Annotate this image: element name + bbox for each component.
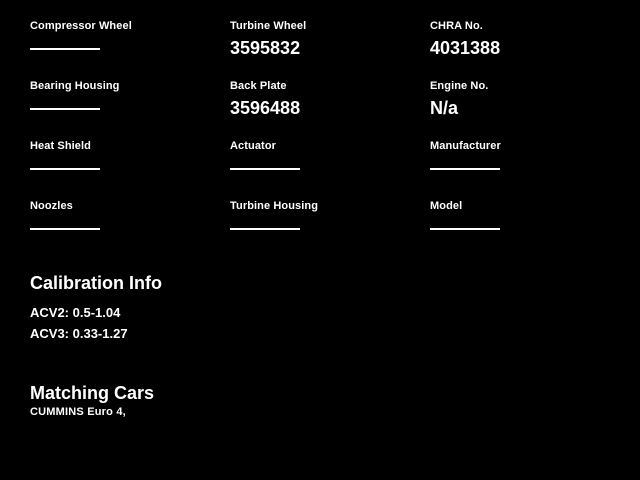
field-label: Model (430, 200, 463, 212)
field-model: Model (430, 201, 630, 261)
field-label: Turbine Housing (230, 200, 319, 212)
empty-value-line (230, 168, 300, 170)
field-turbine-wheel: Turbine Wheel 3595832 (230, 21, 430, 81)
matching-cars-title: Matching Cars (30, 383, 155, 403)
field-value: N/a (430, 98, 459, 118)
field-back-plate: Back Plate 3596488 (230, 81, 430, 141)
field-label: Back Plate (230, 80, 287, 92)
field-label: Manufacturer (430, 140, 501, 152)
calibration-info-section: Calibration Info ACV2: 0.5-1.04 ACV3: 0.… (30, 274, 162, 344)
empty-value-line (430, 168, 500, 170)
field-engine-no: Engine No. N/a (430, 81, 630, 141)
field-manufacturer: Manufacturer (430, 141, 630, 201)
matching-cars-section: Matching Cars CUMMINS Euro 4, (30, 384, 154, 419)
field-actuator: Actuator (230, 141, 430, 201)
empty-value-line (30, 48, 100, 50)
empty-value-line (430, 228, 500, 230)
calibration-entry-acv2: ACV2: 0.5-1.04 (30, 305, 121, 320)
field-label: Engine No. (430, 80, 489, 92)
field-label: Bearing Housing (30, 80, 120, 92)
empty-value-line (30, 228, 100, 230)
field-turbine-housing: Turbine Housing (230, 201, 430, 261)
calibration-entry-acv3: ACV3: 0.33-1.27 (30, 326, 128, 341)
calibration-entries: ACV2: 0.5-1.04 ACV3: 0.33-1.27 (30, 302, 162, 344)
field-label: Noozles (30, 200, 73, 212)
field-label: Turbine Wheel (230, 20, 307, 32)
field-value: 3595832 (230, 38, 301, 58)
field-bearing-housing: Bearing Housing (30, 81, 230, 141)
field-heat-shield: Heat Shield (30, 141, 230, 201)
field-label: CHRA No. (430, 20, 483, 32)
field-label: Actuator (230, 140, 277, 152)
empty-value-line (230, 228, 300, 230)
matching-cars-text: CUMMINS Euro 4, (30, 406, 126, 418)
field-chra-no: CHRA No. 4031388 (430, 21, 630, 81)
empty-value-line (30, 108, 100, 110)
field-value: 3596488 (230, 98, 301, 118)
specs-grid: Compressor Wheel Turbine Wheel 3595832 C… (30, 21, 630, 261)
field-label: Compressor Wheel (30, 20, 132, 32)
field-value: 4031388 (430, 38, 501, 58)
field-compressor-wheel: Compressor Wheel (30, 21, 230, 81)
empty-value-line (30, 168, 100, 170)
calibration-info-title: Calibration Info (30, 273, 162, 293)
field-noozles: Noozles (30, 201, 230, 261)
field-label: Heat Shield (30, 140, 92, 152)
